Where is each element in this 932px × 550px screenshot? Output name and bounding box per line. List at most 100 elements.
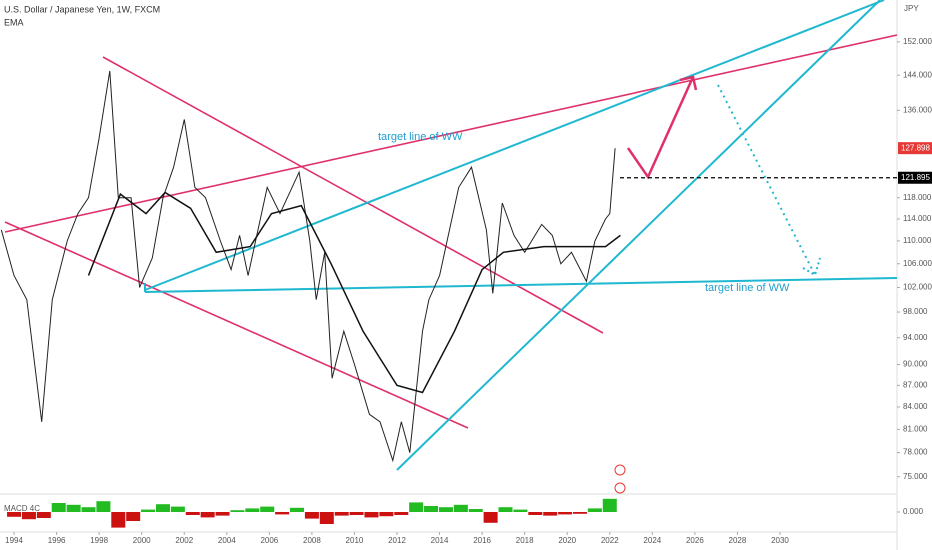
macd-bar: [304, 512, 319, 519]
macd-bar: [319, 512, 334, 524]
macd-bar: [260, 506, 275, 512]
macd-bar: [51, 503, 66, 512]
x-tick-label: 1998: [90, 536, 108, 545]
macd-bar: [468, 509, 483, 512]
macd-bar: [66, 504, 81, 512]
y-tick-label: 110.000: [903, 236, 932, 245]
y-tick-label: 102.000: [903, 283, 932, 292]
x-tick-label: 2014: [431, 536, 449, 545]
x-tick-label: 2012: [388, 536, 406, 545]
y-tick-label: 118.000: [903, 193, 932, 202]
macd-bar: [498, 507, 513, 512]
x-tick-label: 2010: [346, 536, 364, 545]
macd-bar: [170, 506, 185, 512]
price-label: 127.898: [901, 143, 930, 152]
macd-bar: [409, 502, 424, 512]
event-icon[interactable]: [614, 482, 626, 494]
macd-bar: [275, 512, 290, 515]
macd-bar: [7, 512, 22, 517]
macd-bar: [543, 512, 558, 516]
x-tick-label: 2026: [686, 536, 704, 545]
ema-line: [87, 191, 621, 394]
macd-bar: [334, 512, 349, 516]
event-icon[interactable]: [614, 464, 626, 476]
macd-bar: [602, 498, 617, 512]
drawings: [4, 0, 898, 494]
x-tick-label: 2008: [303, 536, 321, 545]
macd-bar: [81, 507, 96, 512]
x-tick-label: 2018: [516, 536, 534, 545]
x-tick-label: 2024: [643, 536, 661, 545]
x-tick-label: 2002: [175, 536, 193, 545]
price-label: 121.895: [901, 173, 930, 182]
y-tick-label: 94.000: [903, 333, 928, 342]
macd-bar: [290, 507, 305, 512]
x-tick-label: 2028: [729, 536, 747, 545]
y-tick-label: 0.000: [903, 507, 924, 516]
legend-entry: EMA: [4, 17, 24, 27]
y-axis-label: JPY: [904, 4, 919, 13]
trend-line: [4, 221, 469, 429]
y-tick-label: 152.000: [903, 37, 932, 46]
x-tick-label: 2016: [473, 536, 491, 545]
macd-bar: [21, 512, 36, 520]
trend-line: [102, 56, 604, 334]
arrow-head: [802, 257, 821, 277]
y-tick-label: 114.000: [903, 214, 932, 223]
macd-bar: [379, 512, 394, 517]
macd-bar: [558, 512, 573, 515]
macd-bar: [185, 512, 200, 515]
macd-bar: [141, 509, 156, 512]
x-tick-label: 1994: [5, 536, 23, 545]
annotation: target line of WW: [705, 282, 790, 294]
y-tick-label: 84.000: [903, 402, 928, 411]
macd-bar: [349, 512, 364, 515]
y-tick-label: 144.000: [903, 70, 932, 79]
y-tick-label: 75.000: [903, 472, 928, 481]
annotation: target line of WW: [378, 131, 463, 143]
price-label-box: [898, 171, 932, 184]
x-tick-label: 2000: [133, 536, 151, 545]
y-tick-label: 90.000: [903, 360, 928, 369]
macd-bar: [394, 512, 409, 515]
macd-bar: [155, 504, 170, 512]
trend-line: [4, 34, 898, 233]
macd-bar: [215, 512, 230, 516]
macd-bar: [96, 501, 111, 512]
macd-bar: [453, 504, 468, 512]
macd-bar: [587, 508, 602, 512]
x-tick-label: 2022: [601, 536, 619, 545]
macd-bar: [424, 506, 439, 512]
macd-bar: [200, 512, 215, 518]
chart-title: U.S. Dollar / Japanese Yen, 1W, FXCM: [4, 4, 160, 14]
macd-bar: [438, 507, 453, 512]
pane-title: MACD 4C: [4, 504, 40, 513]
forecast-arrow: [626, 76, 695, 180]
y-tick-label: 81.000: [903, 424, 928, 433]
y-tick-label: 87.000: [903, 380, 928, 389]
trend-line: [396, 0, 881, 471]
macd-bar: [230, 510, 245, 512]
macd-bar: [572, 512, 587, 514]
x-tick-label: 1996: [48, 536, 66, 545]
y-tick-label: 136.000: [903, 105, 932, 114]
price-label-box: [898, 142, 932, 155]
x-tick-label: 2004: [218, 536, 236, 545]
macd-bar: [528, 512, 543, 515]
trend-line: [144, 277, 898, 293]
macd-bar: [245, 508, 260, 512]
macd-bar: [364, 512, 379, 518]
macd-bar: [111, 512, 126, 528]
macd-bar: [36, 512, 51, 518]
macd-bar: [483, 512, 498, 523]
arrow-head: [679, 75, 698, 91]
macd-bar: [513, 509, 528, 512]
y-tick-label: 78.000: [903, 448, 928, 457]
trend-line: [144, 0, 885, 291]
y-tick-label: 106.000: [903, 259, 932, 268]
x-tick-label: 2030: [771, 536, 789, 545]
x-tick-label: 2006: [260, 536, 278, 545]
macd-bar: [126, 512, 141, 521]
